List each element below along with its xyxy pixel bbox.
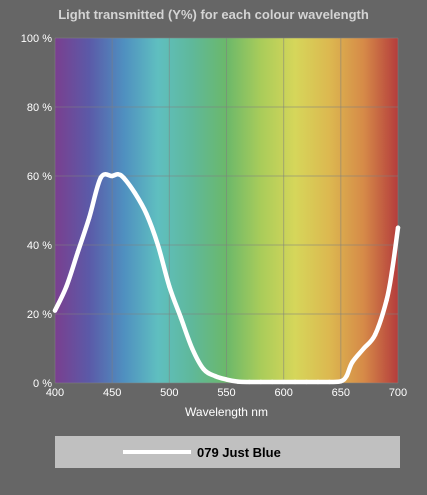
x-tick-label: 700 [389, 387, 407, 399]
data-point [327, 379, 332, 385]
data-point [115, 172, 121, 177]
data-point [52, 308, 58, 313]
y-tick-label: 40 % [27, 240, 52, 252]
x-tick-label: 400 [46, 387, 64, 399]
y-tick-label: 0 % [33, 378, 52, 390]
series-line-079-just-blue [52, 171, 401, 385]
y-tick-label: 100 % [21, 33, 52, 45]
legend-label: 079 Just Blue [197, 445, 281, 460]
y-tick-label: 60 % [27, 171, 52, 183]
x-tick-label: 550 [217, 387, 235, 399]
data-point [338, 379, 344, 384]
data-point [384, 298, 389, 303]
y-tick-label: 20 % [27, 309, 52, 321]
data-point [350, 360, 355, 365]
data-point [178, 315, 183, 320]
data-point [315, 379, 321, 385]
x-tick-label: 500 [160, 387, 178, 399]
data-point [98, 175, 103, 180]
data-point [87, 215, 92, 220]
y-tick-label: 80 % [27, 102, 52, 114]
data-point [155, 242, 161, 248]
x-tick-label: 450 [103, 387, 121, 399]
data-point [292, 379, 298, 385]
data-point [235, 379, 241, 384]
data-point [212, 373, 218, 379]
data-point [361, 346, 366, 351]
data-point [270, 379, 275, 385]
data-point [132, 191, 138, 196]
data-point [121, 175, 126, 180]
data-point [64, 284, 69, 289]
data-point [201, 367, 206, 372]
data-point [144, 211, 149, 217]
data-point [395, 225, 401, 230]
data-point [190, 346, 195, 351]
legend: 079 Just Blue [55, 436, 400, 468]
data-point [390, 266, 395, 272]
data-point [75, 249, 81, 255]
legend-swatch [123, 450, 191, 454]
x-tick-label: 600 [274, 387, 292, 399]
data-point [372, 332, 378, 337]
data-point [109, 173, 115, 179]
data-point [224, 377, 229, 382]
data-point [258, 379, 263, 385]
data-point [247, 379, 252, 385]
data-point [167, 284, 172, 289]
data-point [344, 373, 349, 379]
data-point [281, 379, 286, 385]
x-axis-label: Wavelength nm [185, 405, 268, 419]
x-tick-label: 650 [332, 387, 350, 399]
data-point [304, 379, 309, 385]
chart-title: Light transmitted (Y%) for each colour w… [58, 7, 369, 22]
